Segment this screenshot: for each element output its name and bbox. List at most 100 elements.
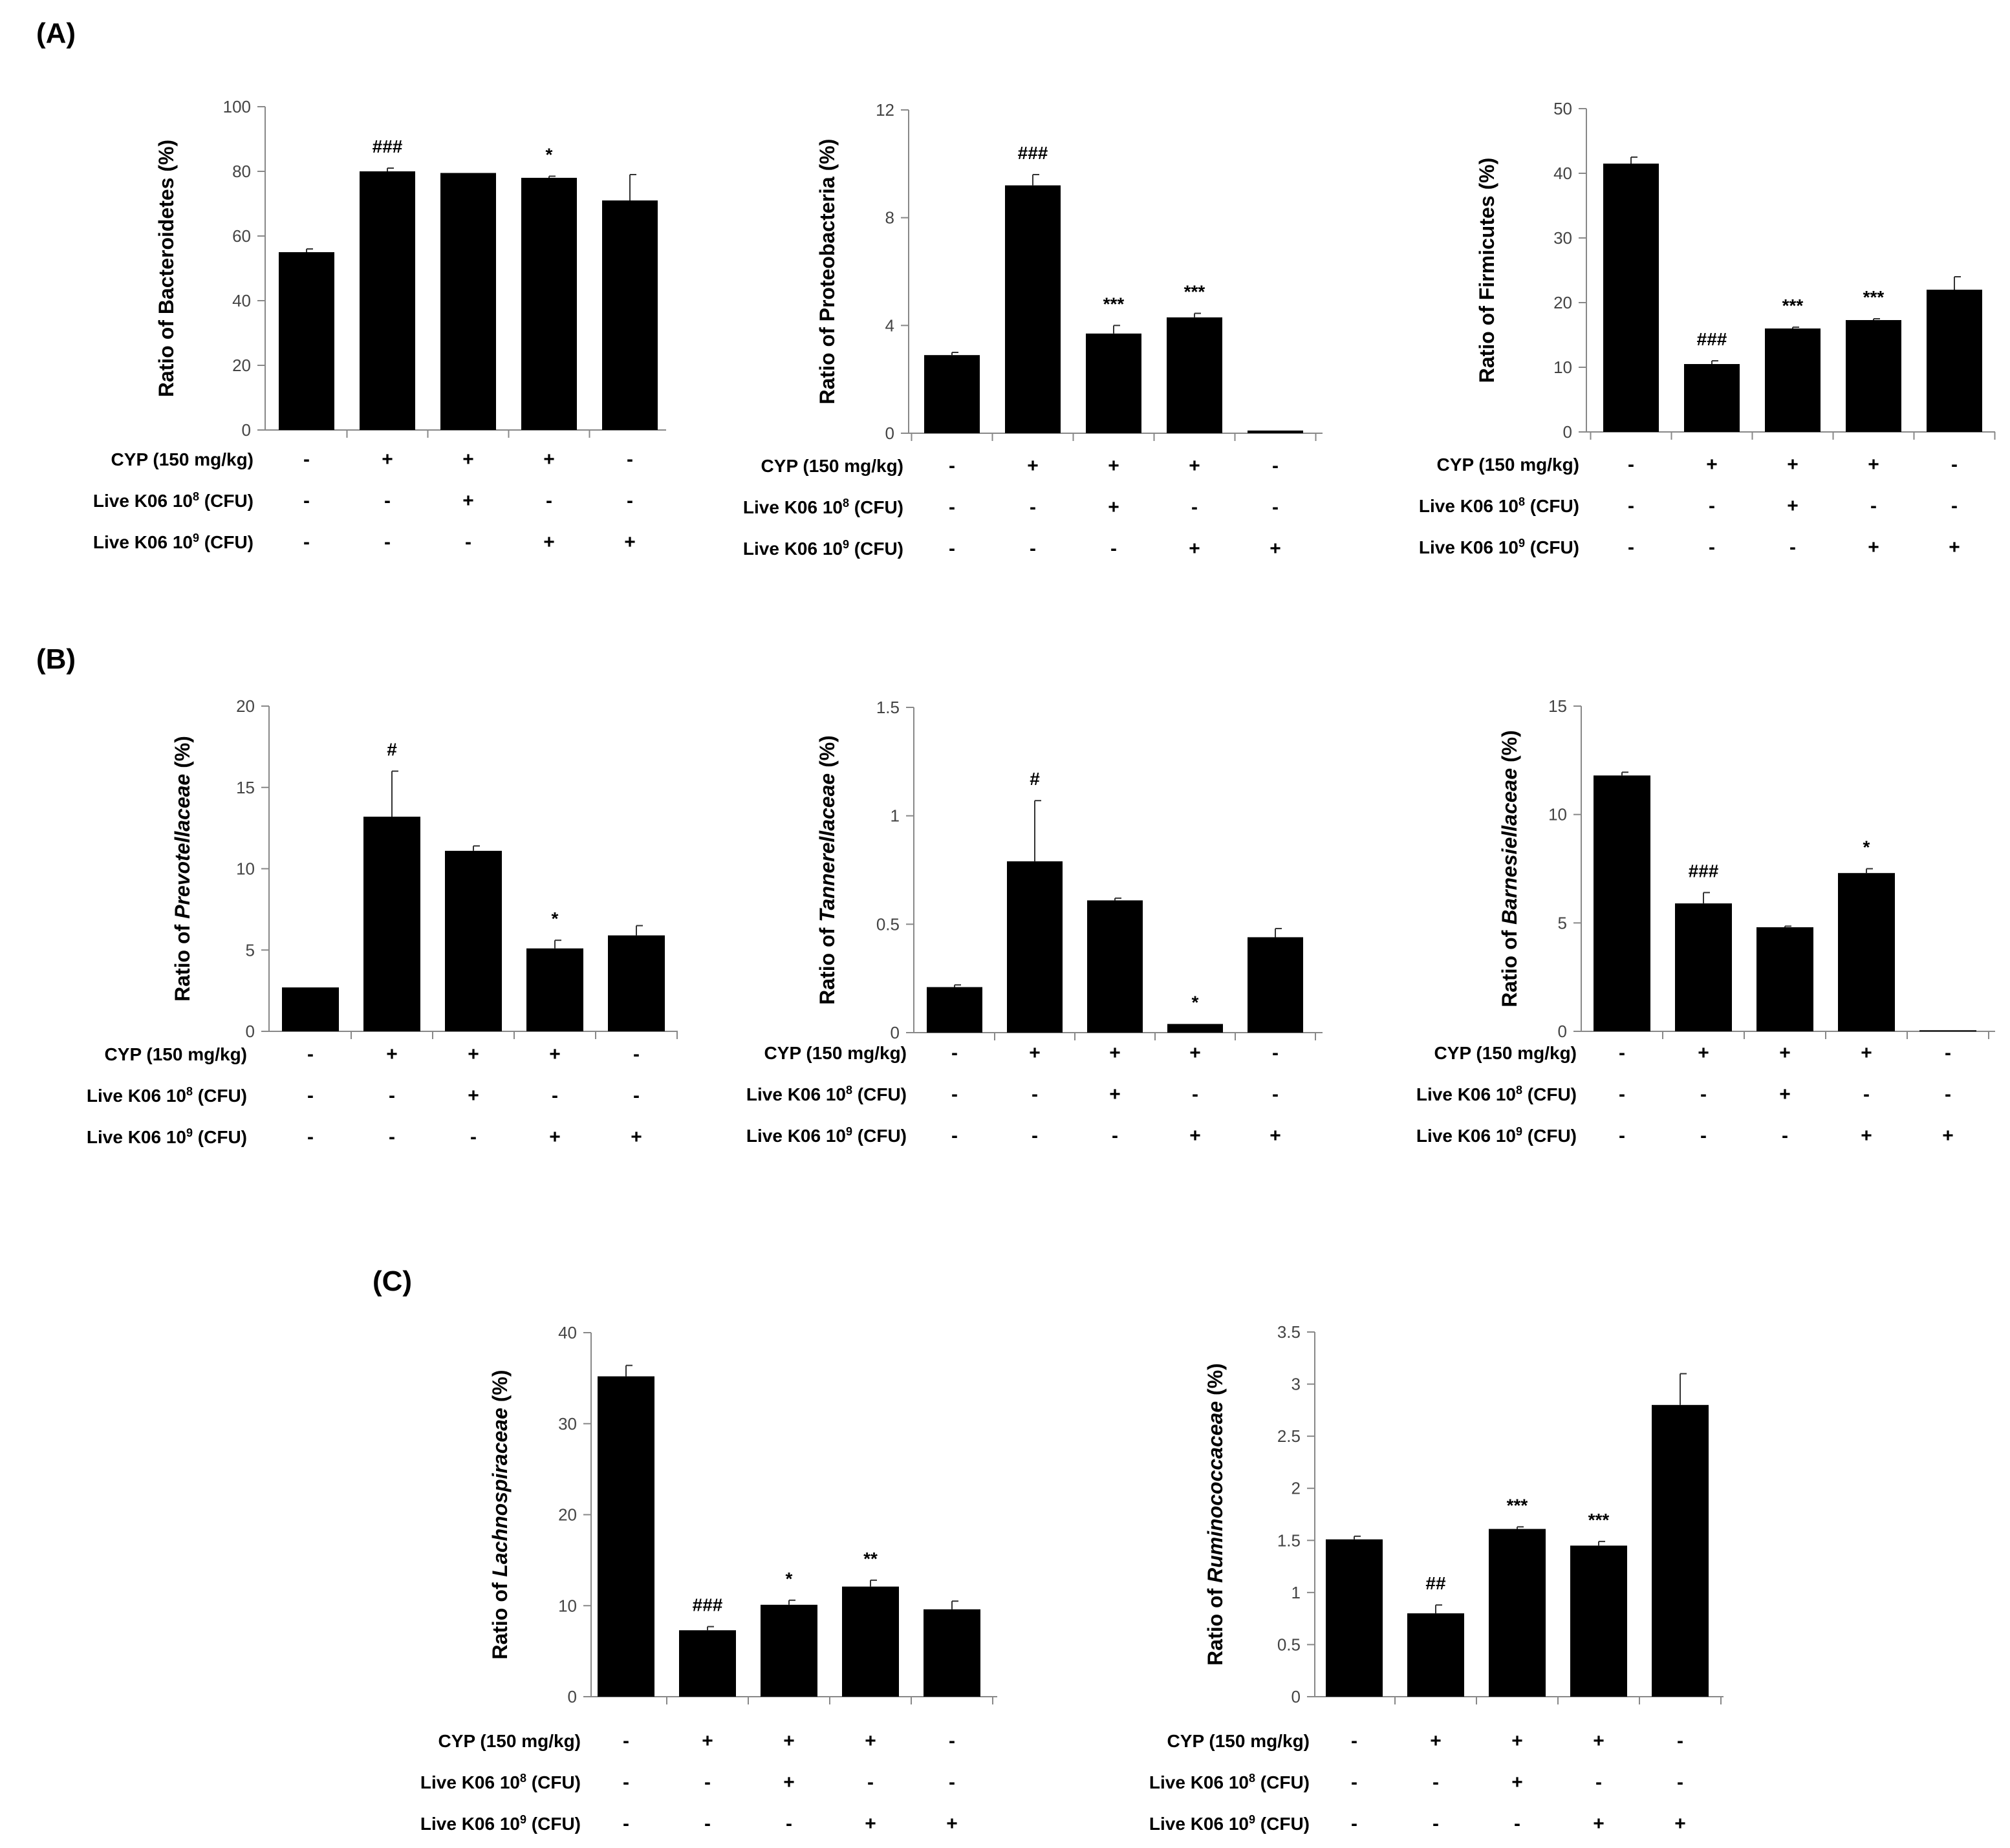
y-tick-label: 40 xyxy=(1553,164,1572,183)
treatment-sign: - xyxy=(1272,455,1279,477)
treatment-sign: - xyxy=(1677,1730,1683,1752)
treatment-sign: - xyxy=(1619,1084,1625,1105)
chart-prevotellaceae: 0 5 10 15 20 Ratio of Prevotellaceae (%) # * CYP… xyxy=(87,696,678,1148)
treatment-sign: - xyxy=(1032,1125,1038,1146)
row-label-prefix: Live K06 10 xyxy=(93,532,193,552)
treatment-row-label: Live K06 109 (CFU) xyxy=(420,1813,581,1834)
bar xyxy=(1407,1613,1464,1697)
treatment-sign: - xyxy=(1032,1084,1038,1105)
treatment-sign: + xyxy=(702,1730,713,1752)
row-label-suffix: (CFU) xyxy=(1522,1084,1577,1104)
treatment-sign: - xyxy=(704,1813,711,1834)
significance-label: # xyxy=(1030,769,1040,789)
y-axis-label: Ratio of Lachnospiraceae (%) xyxy=(488,1370,512,1659)
treatment-sign: - xyxy=(627,490,633,511)
treatment-sign: + xyxy=(1109,1084,1121,1105)
treatment-row-label: CYP (150 mg/kg) xyxy=(105,1044,247,1064)
bar xyxy=(521,178,577,430)
bar xyxy=(1248,937,1303,1033)
y-tick-label: 0.5 xyxy=(1277,1635,1301,1654)
y-tick-label: 12 xyxy=(876,100,894,120)
significance-label: ### xyxy=(693,1595,723,1615)
treatment-sign: - xyxy=(1628,454,1634,475)
treatment-sign: - xyxy=(546,490,552,511)
y-tick-label: 40 xyxy=(232,291,251,310)
y-tick-label: 0 xyxy=(891,1023,900,1042)
treatment-row-label: Live K06 109 (CFU) xyxy=(87,1126,247,1147)
bar xyxy=(1675,903,1732,1031)
bar xyxy=(360,171,415,430)
treatment-sign: - xyxy=(303,490,310,511)
treatment-row-label: Live K06 108 (CFU) xyxy=(1149,1772,1310,1792)
treatment-sign: - xyxy=(786,1813,792,1834)
y-tick-label: 20 xyxy=(232,356,251,375)
treatment-row-label: Live K06 108 (CFU) xyxy=(743,497,903,517)
treatment-sign: - xyxy=(1351,1730,1357,1752)
bar xyxy=(924,1609,980,1697)
significance-label: ### xyxy=(1697,329,1727,349)
treatment-row-label: CYP (150 mg/kg) xyxy=(1167,1731,1310,1751)
treatment-sign: - xyxy=(303,449,310,470)
treatment-sign: - xyxy=(1789,537,1796,558)
y-tick-label: 0 xyxy=(885,424,894,443)
row-label-prefix: Live K06 10 xyxy=(1416,1084,1516,1104)
treatment-sign: - xyxy=(1709,495,1715,517)
bar xyxy=(1756,927,1813,1031)
treatment-sign: + xyxy=(1787,454,1799,475)
y-tick-label: 5 xyxy=(1558,913,1567,932)
row-label-prefix: Live K06 10 xyxy=(420,1772,520,1792)
y-axis-label-taxon: Barnesiellaceae xyxy=(1498,768,1521,925)
treatment-sign: - xyxy=(307,1126,314,1148)
bar xyxy=(1570,1545,1627,1697)
significance-label: *** xyxy=(1103,294,1125,314)
treatment-sign: + xyxy=(1861,1125,1872,1146)
row-label-suffix: (CFU) xyxy=(199,532,254,552)
treatment-sign: + xyxy=(1189,1042,1201,1064)
treatment-sign: - xyxy=(384,490,391,511)
bar xyxy=(1927,290,1982,432)
bar xyxy=(1167,1024,1223,1033)
treatment-sign: - xyxy=(1709,537,1715,558)
row-label-suffix: (CFU) xyxy=(852,1126,907,1146)
y-tick-label: 10 xyxy=(236,859,255,879)
row-label-exponent: 9 xyxy=(1518,537,1525,550)
row-label-prefix: Live K06 10 xyxy=(1419,496,1518,516)
significance-label: ### xyxy=(373,136,403,156)
treatment-sign: + xyxy=(1706,454,1718,475)
row-label-suffix: (CFU) xyxy=(852,1084,907,1104)
y-tick-label: 0 xyxy=(246,1022,255,1041)
row-label-exponent: 8 xyxy=(186,1085,193,1098)
treatment-sign: - xyxy=(623,1813,629,1834)
significance-label: *** xyxy=(1588,1510,1610,1530)
significance-label: ### xyxy=(1018,143,1048,163)
y-axis-label-unit: (%) xyxy=(155,140,178,178)
treatment-row-label: CYP (150 mg/kg) xyxy=(111,449,254,469)
significance-label: ## xyxy=(1425,1573,1446,1593)
row-label-prefix: Live K06 10 xyxy=(1149,1814,1249,1834)
bar xyxy=(1765,328,1821,432)
treatment-sign: + xyxy=(865,1730,876,1752)
row-label-exponent: 8 xyxy=(1516,1084,1522,1097)
row-label-suffix: (CFU) xyxy=(193,1086,247,1106)
treatment-sign: - xyxy=(465,532,471,553)
row-label-prefix: Live K06 10 xyxy=(1416,1126,1516,1146)
y-tick-label: 0 xyxy=(1558,1022,1567,1041)
y-tick-label: 30 xyxy=(1553,228,1572,248)
treatment-sign: - xyxy=(389,1085,395,1106)
treatment-row-label: CYP (150 mg/kg) xyxy=(761,456,903,476)
row-label-suffix: (CFU) xyxy=(849,539,903,559)
y-axis-label-prefix: Ratio of xyxy=(816,922,839,1005)
y-axis-label-prefix: Ratio of xyxy=(1475,300,1498,383)
y-tick-label: 0 xyxy=(1563,422,1572,442)
y-tick-label: 8 xyxy=(885,208,894,228)
treatment-sign: + xyxy=(1270,538,1281,559)
treatment-sign: - xyxy=(1030,497,1036,518)
y-tick-label: 2.5 xyxy=(1277,1426,1301,1446)
bar xyxy=(526,948,583,1031)
panel-label-b: (B) xyxy=(36,643,76,675)
y-tick-label: 0 xyxy=(568,1687,577,1706)
treatment-sign: + xyxy=(1779,1084,1791,1105)
y-tick-label: 10 xyxy=(1553,358,1572,377)
treatment-sign: - xyxy=(1700,1125,1707,1146)
